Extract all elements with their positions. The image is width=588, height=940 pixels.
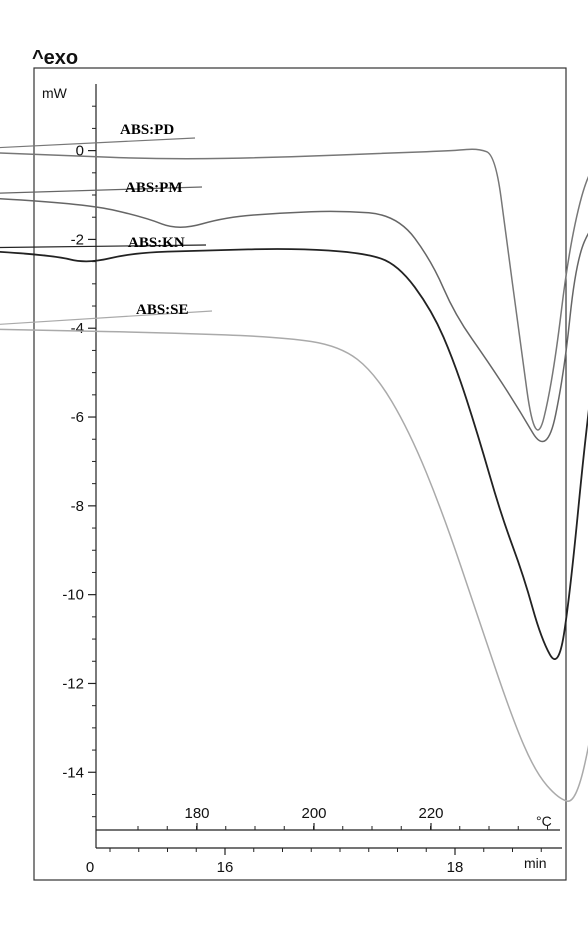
series-leader-0: [0, 137, 196, 149]
time-axis-unit: min: [524, 855, 547, 871]
time-tick-label: 16: [217, 859, 234, 876]
series-label: ABS:KN: [128, 235, 185, 251]
time-tick-label: 0: [86, 859, 94, 876]
temperature-tick-label: 220: [418, 805, 443, 822]
temperature-tick-label: 180: [184, 805, 209, 822]
time-axis-ticks: 0161820: [86, 848, 542, 876]
series-curve-0: [0, 148, 588, 431]
series-curve-1: [0, 198, 588, 443]
series-label: ABS:SE: [136, 302, 189, 318]
time-tick-label: 18: [447, 859, 464, 876]
temperature-axis-unit: °C: [536, 813, 552, 829]
series-label: ABS:PD: [120, 122, 174, 138]
series-layer: ABS:PD ABS:PM ABS:KN ABS:SE: [0, 122, 588, 802]
exo-direction-label: ^exo: [32, 47, 78, 69]
series-leader-3: [0, 310, 213, 325]
y-tick-label: -2: [71, 231, 84, 248]
series-leader-1: [0, 186, 203, 194]
y-tick-label: -8: [71, 498, 84, 515]
series-curve-2: [0, 248, 588, 660]
y-tick-label: -4: [71, 320, 84, 337]
y-tick-label: -10: [62, 587, 84, 604]
y-axis-unit: mW: [42, 85, 68, 101]
y-axis-ticks: 0 -2 -4 -6 -8 -10 -12 -14: [62, 105, 96, 818]
y-tick-label: -12: [62, 675, 84, 692]
y-tick-label: -14: [62, 764, 84, 781]
temperature-axis-ticks: 180 200 220: [137, 805, 548, 830]
plot-frame: [33, 67, 567, 881]
series-label: ABS:PM: [125, 180, 183, 196]
y-tick-label: 0: [76, 143, 84, 160]
series-leader-2: [0, 244, 207, 249]
y-tick-label: -6: [71, 409, 84, 426]
series-curve-3: [0, 328, 588, 802]
temperature-tick-label: 200: [301, 805, 326, 822]
